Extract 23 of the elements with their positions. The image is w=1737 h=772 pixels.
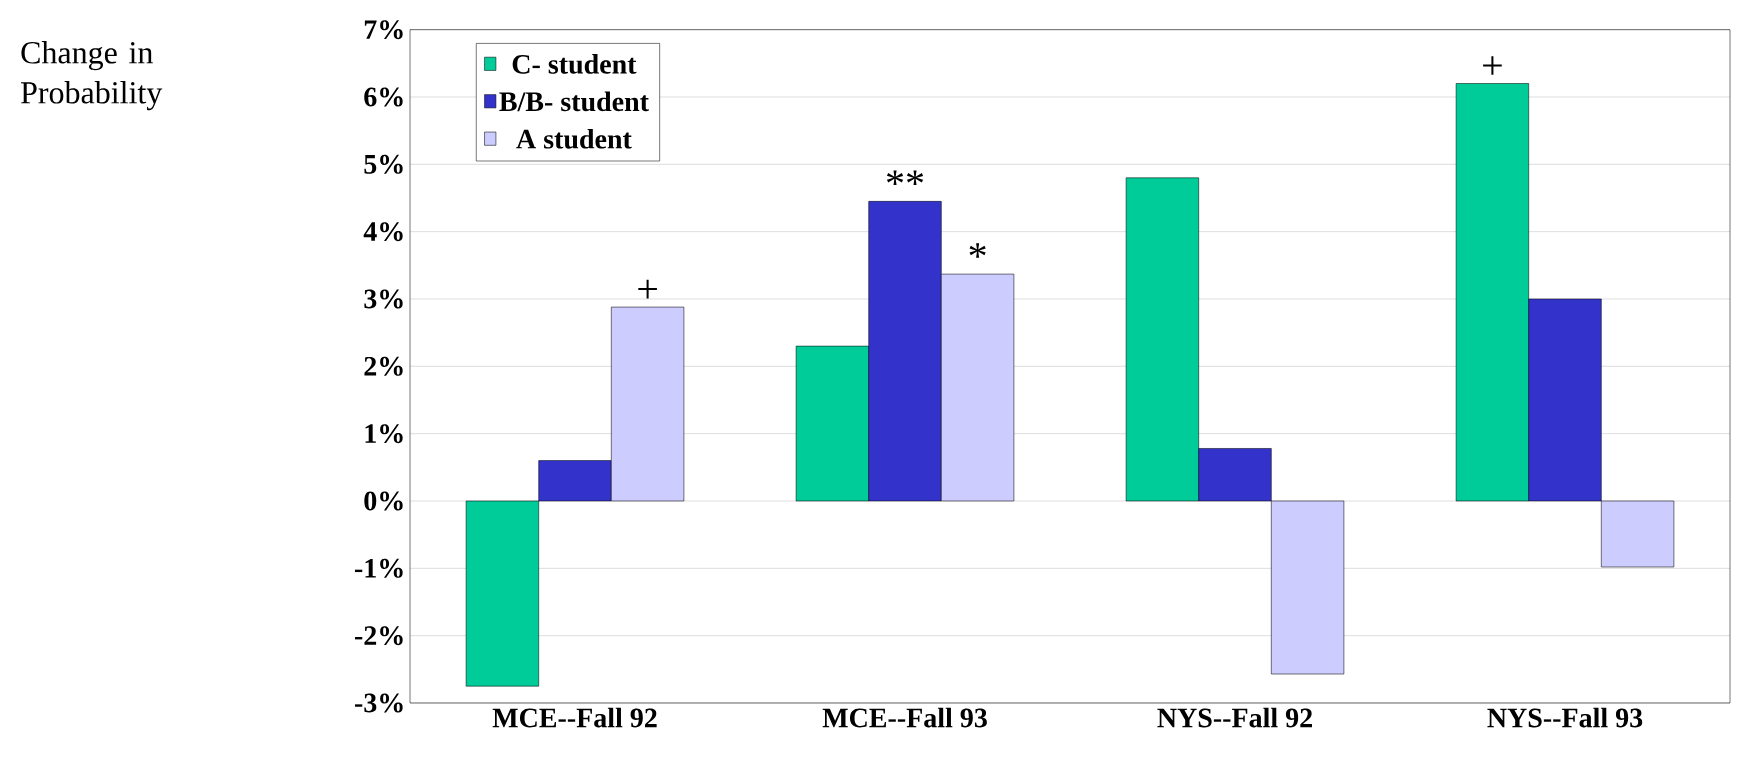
annotation: * (969, 243, 986, 258)
y-tick-label: 1% (365, 424, 403, 444)
x-tick-label: MCE--Fall 92 (492, 707, 657, 728)
y-tick-label: 0% (364, 491, 403, 511)
y-tick-label: 7% (364, 20, 403, 40)
y-tick-label: -2% (354, 626, 403, 646)
legend-label: A student (516, 128, 632, 149)
y-tick-label: -3% (354, 693, 403, 713)
annotation: ** (886, 170, 924, 186)
y-tick-label: 3% (364, 289, 403, 309)
y-tick-label: 6% (364, 87, 403, 107)
y-tick-label: -1% (354, 558, 403, 578)
x-tick-label: MCE--Fall 93 (822, 707, 987, 728)
y-tick-label: 2% (364, 356, 403, 376)
x-tick-label: NYS--Fall 92 (1157, 707, 1312, 728)
x-tick-label: NYS--Fall 93 (1487, 707, 1643, 728)
text: Change in Probability (21, 41, 163, 111)
y-tick-label: 5% (364, 154, 403, 174)
annotation: + (638, 279, 657, 299)
annotation: + (1483, 56, 1502, 75)
legend-label: B/B- student (499, 91, 649, 112)
legend-label: C- student (512, 54, 637, 74)
y-tick-label: 4% (363, 222, 403, 242)
